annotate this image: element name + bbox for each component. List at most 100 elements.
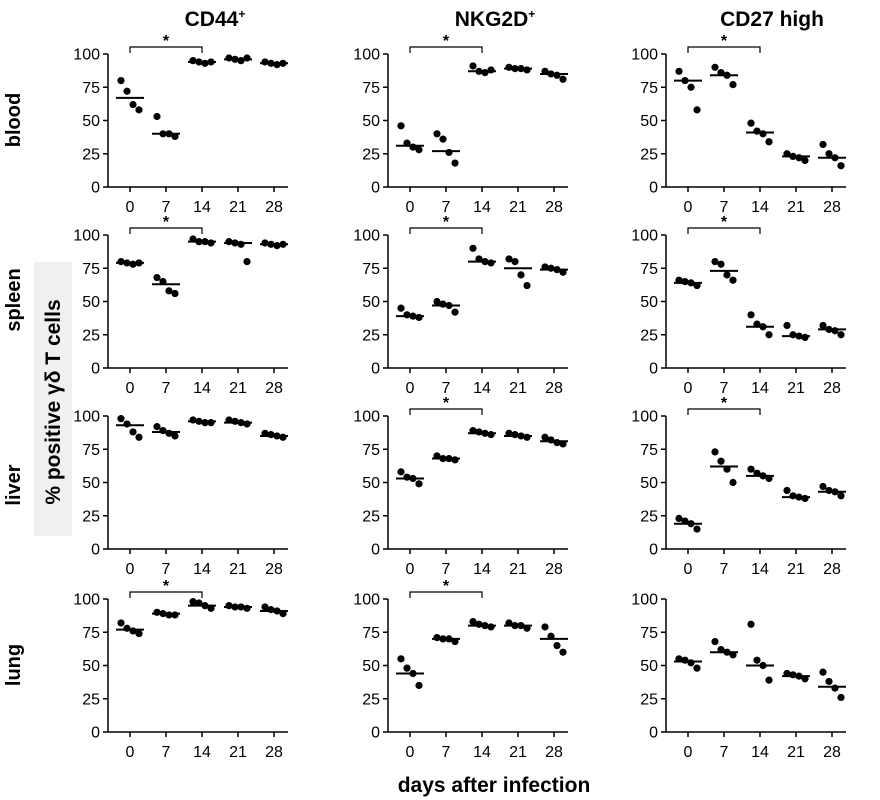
data-point <box>837 331 845 339</box>
data-point <box>225 602 233 610</box>
data-point <box>153 608 161 616</box>
data-point <box>273 61 281 69</box>
x-tick-label: 0 <box>406 561 415 578</box>
y-tick-label: 50 <box>362 475 380 492</box>
data-point <box>231 417 239 425</box>
data-point <box>681 277 689 286</box>
x-tick-label: 0 <box>406 380 415 397</box>
data-point <box>753 656 761 664</box>
x-tick-label: 0 <box>684 744 693 761</box>
significance-star: * <box>443 33 450 50</box>
panel-lung-cd44: 0 25 50 75 100 0 7 14 21 28 * <box>73 578 288 761</box>
x-tick-label: 14 <box>473 380 491 397</box>
data-point <box>675 514 683 523</box>
significance-star: * <box>721 33 728 50</box>
y-tick-label: 100 <box>353 47 380 64</box>
y-tick-label: 100 <box>631 47 658 64</box>
y-tick-label: 0 <box>649 361 658 378</box>
x-tick-label: 21 <box>509 380 527 397</box>
significance-star: * <box>443 395 450 412</box>
significance-bracket <box>687 408 761 415</box>
y-tick-label: 25 <box>82 691 100 708</box>
data-point <box>129 260 137 268</box>
x-tick-label: 21 <box>787 744 805 761</box>
column-title-cd44: CD44+ <box>185 7 246 31</box>
data-point <box>693 106 701 114</box>
row-label-lung: lung <box>3 644 25 686</box>
y-tick-label: 100 <box>631 409 658 426</box>
x-tick-label: 21 <box>787 380 805 397</box>
data-point <box>267 431 275 439</box>
data-point <box>243 258 251 266</box>
significance-bracket <box>129 591 203 598</box>
data-point <box>273 242 281 250</box>
data-point <box>451 159 459 167</box>
panel-blood-cd44: 0 25 50 75 100 0 7 14 21 28 * <box>73 33 288 216</box>
x-tick-label: 21 <box>229 744 247 761</box>
data-point <box>783 321 791 330</box>
y-tick-label: 0 <box>91 725 100 742</box>
data-point <box>117 415 125 423</box>
x-tick-label: 7 <box>162 744 171 761</box>
data-point <box>825 150 833 158</box>
data-point <box>729 478 737 487</box>
y-tick-label: 0 <box>371 542 380 559</box>
y-tick-label: 50 <box>640 113 658 130</box>
x-tick-label: 7 <box>720 561 729 578</box>
x-tick-label: 21 <box>509 561 527 578</box>
panels-grid: 0 25 50 75 100 0 7 14 21 28 * 0 25 50 75 100 0 7 14 21 28 * 0 2… <box>73 33 846 761</box>
data-point <box>439 135 447 143</box>
data-point <box>711 448 719 456</box>
x-tick-label: 14 <box>193 380 211 397</box>
panel-spleen-cd27-high: 0 25 50 75 100 0 7 14 21 28 * <box>631 214 846 397</box>
x-tick-label: 28 <box>545 744 563 761</box>
x-tick-label: 7 <box>720 380 729 397</box>
x-tick-label: 7 <box>162 561 171 578</box>
data-point <box>523 281 531 290</box>
y-tick-label: 75 <box>82 625 100 642</box>
data-point <box>189 416 197 424</box>
y-tick-label: 75 <box>362 261 380 278</box>
data-point <box>397 655 405 663</box>
data-point <box>475 428 483 436</box>
x-tick-label: 28 <box>265 199 283 216</box>
data-point <box>237 240 245 248</box>
data-point <box>135 629 143 638</box>
significance-bracket <box>129 46 203 53</box>
significance-bracket <box>129 227 203 234</box>
data-point <box>693 664 701 672</box>
data-point <box>171 289 179 298</box>
data-point <box>765 138 773 146</box>
significance-star: * <box>163 214 170 231</box>
panel-spleen-nkg2d: 0 25 50 75 100 0 7 14 21 28 * <box>353 214 568 397</box>
data-point <box>559 75 567 83</box>
y-tick-label: 50 <box>362 113 380 130</box>
data-point <box>541 623 549 631</box>
data-point <box>403 311 411 319</box>
x-tick-label: 0 <box>684 380 693 397</box>
y-tick-label: 50 <box>640 294 658 311</box>
y-tick-label: 25 <box>362 327 380 344</box>
x-tick-label: 0 <box>684 561 693 578</box>
y-tick-label: 75 <box>362 442 380 459</box>
data-point <box>153 423 161 431</box>
y-axis-title: % positive γδ T cells <box>42 299 65 504</box>
x-tick-label: 0 <box>126 199 135 216</box>
data-point <box>837 693 845 702</box>
data-point <box>747 465 755 473</box>
row-labels: blood spleen liver lung <box>3 93 25 686</box>
data-point <box>559 648 567 656</box>
data-point <box>819 321 827 330</box>
data-point <box>505 255 513 263</box>
y-tick-label: 75 <box>362 625 380 642</box>
data-point <box>711 637 719 646</box>
data-point <box>831 327 839 335</box>
data-point <box>511 431 519 439</box>
data-point <box>243 604 251 612</box>
data-point <box>403 664 411 672</box>
significance-bracket <box>409 227 483 234</box>
x-tick-label: 21 <box>229 199 247 216</box>
data-point <box>687 659 695 667</box>
data-point <box>729 276 737 284</box>
